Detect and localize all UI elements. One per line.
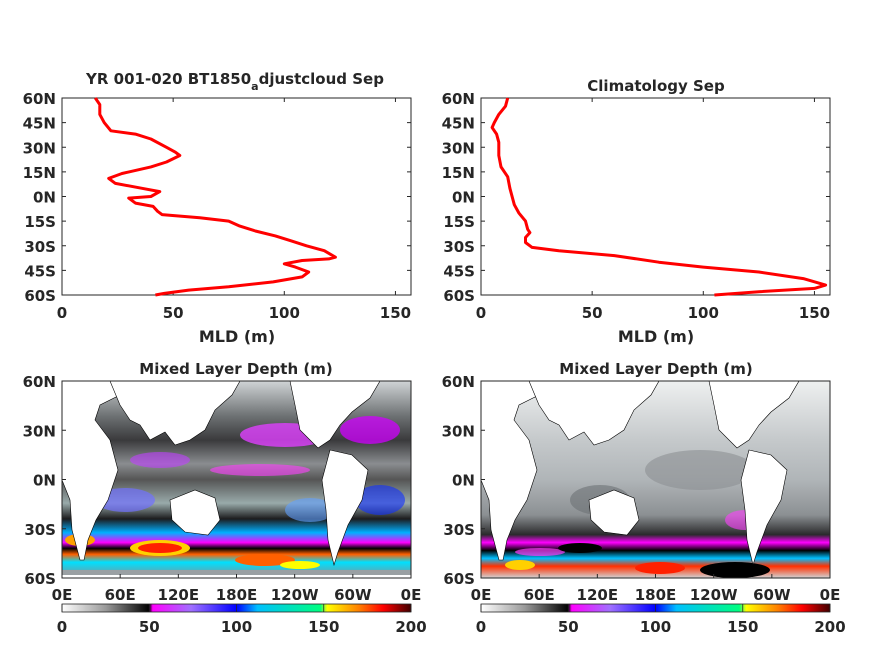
chart-title-left: YR 001-020 BT1850adjustcloud Sep [85,70,384,93]
x-tick-label: 50 [582,304,603,322]
colorbar-tick-label: 200 [395,618,426,636]
land-samerica-left [321,449,369,567]
chart-title-right: Climatology Sep [587,77,725,95]
lat-tick-label: 30S [443,521,475,539]
land-australia-right [588,489,640,536]
y-tick-label: 45S [443,262,475,280]
y-tick-label: 15S [24,213,56,231]
x-tick-label: 150 [380,304,411,322]
lon-tick-label: 0E [471,586,492,604]
land-namerica-left [289,381,381,449]
mld-line-series-right [490,97,828,297]
y-tick-label: 60N [23,90,56,108]
y-tick-label: 15N [442,164,475,182]
line-chart-left: YR 001-020 BT1850adjustcloud Sep 60N 45N 3… [23,70,412,346]
lat-tick-label: 30S [24,521,56,539]
lat-tick-label: 30N [23,422,56,440]
lon-tick-label: 120E [577,586,619,604]
y-tick-label: 30N [442,139,475,157]
y-tick-label: 15N [23,164,56,182]
lon-tick-label: 60E [105,586,136,604]
lat-tick-label: 60N [23,373,56,391]
map-field-right [481,381,830,578]
lon-tick-label: 0E [401,586,422,604]
line-chart-right: Climatology Sep 60N 45N 30N 15N 0N 15S 30S 45S 6… [442,77,831,346]
lon-tick-label: 60W [334,586,372,604]
map-field-left [62,381,411,578]
y-tick-label: 45N [442,115,475,133]
y-tick-label: 15S [443,213,475,231]
map-title-left: Mixed Layer Depth (m) [139,360,332,378]
colorbar-tick-label: 0 [57,618,67,636]
plot-frame-right [480,97,831,296]
y-tick-label: 0N [452,189,475,207]
lon-tick-label: 0E [52,586,73,604]
colorbar-tick-label: 150 [308,618,339,636]
lon-tick-label: 60E [524,586,555,604]
land-africa-right [481,381,540,561]
mld-line-series-left [94,97,337,297]
lon-tick-label: 60W [753,586,791,604]
lon-tick-label: 180E [635,586,677,604]
y-tick-label: 30N [23,139,56,157]
colorbar-tick-label: 0 [476,618,486,636]
x-tick-label: 100 [688,304,719,322]
mld-map-right: Mixed Layer Depth (m) 60N 30N 0N 30S 60S 0E 6… [442,360,846,636]
lat-tick-label: 0N [452,472,475,490]
colorbar-tick-label: 200 [814,618,845,636]
lon-tick-label: 120E [158,586,200,604]
y-tick-label: 30S [24,238,56,256]
lon-tick-label: 120W [690,586,738,604]
lat-tick-label: 60S [443,570,475,588]
lon-tick-label: 0E [820,586,841,604]
land-africa-left [62,381,121,561]
y-tick-label: 45S [24,262,56,280]
y-tick-label: 30S [443,238,475,256]
lat-tick-label: 0N [33,472,56,490]
mld-map-left: Mixed Layer Depth (m) [23,360,427,636]
land-australia-left [169,489,221,536]
x-tick-label: 150 [799,304,830,322]
land-asia-right [528,381,660,446]
lon-tick-label: 120W [271,586,319,604]
y-tick-label: 60N [442,90,475,108]
x-tick-label: 100 [269,304,300,322]
x-tick-label: 0 [57,304,67,322]
lat-tick-label: 30N [442,422,475,440]
map-title-right: Mixed Layer Depth (m) [559,360,752,378]
x-tick-label: 50 [163,304,184,322]
y-tick-label: 60S [443,287,475,305]
land-samerica-right [740,449,788,567]
y-tick-label: 0N [33,189,56,207]
colorbar-tick-label: 50 [139,618,160,636]
colorbar-tick-label: 150 [727,618,758,636]
x-axis-label-left: MLD (m) [199,327,275,346]
land-asia-left [109,381,241,446]
x-tick-label: 0 [476,304,486,322]
lat-tick-label: 60S [24,570,56,588]
y-tick-label: 45N [23,115,56,133]
colorbar-tick-label: 100 [221,618,252,636]
lon-tick-label: 180E [216,586,258,604]
land-namerica-right [708,381,800,449]
colorbar-tick-label: 50 [558,618,579,636]
y-tick-label: 60S [24,287,56,305]
plot-frame-left [61,97,412,296]
colorbar-tick-label: 100 [640,618,671,636]
x-axis-label-right: MLD (m) [618,327,694,346]
lat-tick-label: 60N [442,373,475,391]
